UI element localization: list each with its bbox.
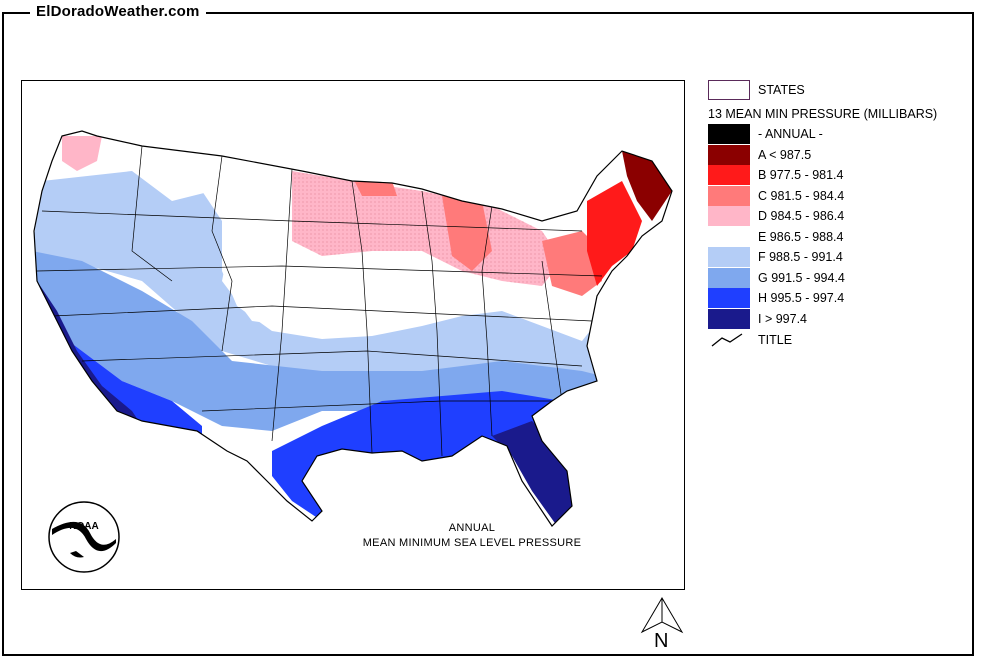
- site-title: ElDoradoWeather.com: [30, 3, 206, 20]
- noaa-logo-text: NOAA: [69, 521, 99, 532]
- state-boundaries: [36, 145, 603, 457]
- legend-class-item: I > 997.4: [708, 308, 807, 329]
- legend-class-label: D 984.5 - 986.4: [758, 209, 845, 223]
- legend-class-label: B 977.5 - 981.4: [758, 168, 844, 182]
- page-frame: [2, 12, 974, 656]
- legend-states-swatch: [708, 80, 750, 100]
- north-label: N: [654, 630, 669, 652]
- pressure-map: [33, 130, 673, 527]
- legend-class-label: H 995.5 - 997.4: [758, 291, 845, 305]
- legend-class-label: C 981.5 - 984.4: [758, 188, 845, 203]
- legend-header: 13 MEAN MIN PRESSURE (MILLIBARS): [708, 107, 938, 121]
- legend-class-label: A < 987.5: [758, 147, 812, 162]
- legend-class-item: A < 987.5: [708, 144, 812, 165]
- legend-class-swatch: [708, 144, 750, 165]
- legend-class-label: F 988.5 - 991.4: [758, 250, 843, 264]
- legend-class-item: G 991.5 - 994.4: [708, 267, 845, 288]
- legend-class-label: - ANNUAL -: [758, 127, 823, 141]
- legend-class-swatch: [708, 226, 750, 247]
- legend-class-swatch: [708, 247, 750, 267]
- legend-class-item: D 984.5 - 986.4: [708, 206, 844, 226]
- legend-class-swatch: [708, 165, 750, 185]
- legend-class-swatch: [708, 124, 750, 144]
- legend-class-item: C 981.5 - 984.4: [708, 185, 845, 206]
- legend-class-label: I > 997.4: [758, 311, 807, 326]
- legend-class-swatch: [708, 308, 750, 329]
- legend-class-swatch: [708, 267, 750, 288]
- map-panel: ANNUAL MEAN MINIMUM SEA LEVEL PRESSURE N…: [21, 80, 685, 590]
- legend-class-swatch: [708, 288, 750, 308]
- legend-class-swatch: [708, 206, 750, 226]
- legend-class-label: E 986.5 - 988.4: [758, 229, 844, 244]
- noaa-seal-icon: [48, 501, 120, 573]
- north-arrow-icon: [640, 597, 684, 634]
- north-arrow: N: [636, 596, 688, 661]
- legend-title: TITLE: [708, 330, 792, 350]
- legend-class-item: E 986.5 - 988.4: [708, 226, 844, 247]
- legend-class-item: - ANNUAL -: [708, 124, 823, 144]
- map-caption-period: ANNUAL: [448, 522, 496, 534]
- legend-class-label: G 991.5 - 994.4: [758, 270, 845, 285]
- legend-class-item: B 977.5 - 981.4: [708, 165, 843, 185]
- map-caption: ANNUAL MEAN MINIMUM SEA LEVEL PRESSURE: [352, 521, 592, 551]
- legend-states-label: STATES: [758, 83, 805, 97]
- legend-states: STATES: [708, 80, 805, 100]
- legend-class-item: F 988.5 - 991.4: [708, 247, 843, 267]
- legend-class-item: H 995.5 - 997.4: [708, 288, 844, 308]
- legend-title-label: TITLE: [758, 333, 793, 347]
- legend-class-swatch: [708, 185, 750, 206]
- noaa-logo: NOAA: [46, 499, 122, 580]
- line-icon: [711, 333, 743, 347]
- map-caption-title: MEAN MINIMUM SEA LEVEL PRESSURE: [362, 537, 582, 549]
